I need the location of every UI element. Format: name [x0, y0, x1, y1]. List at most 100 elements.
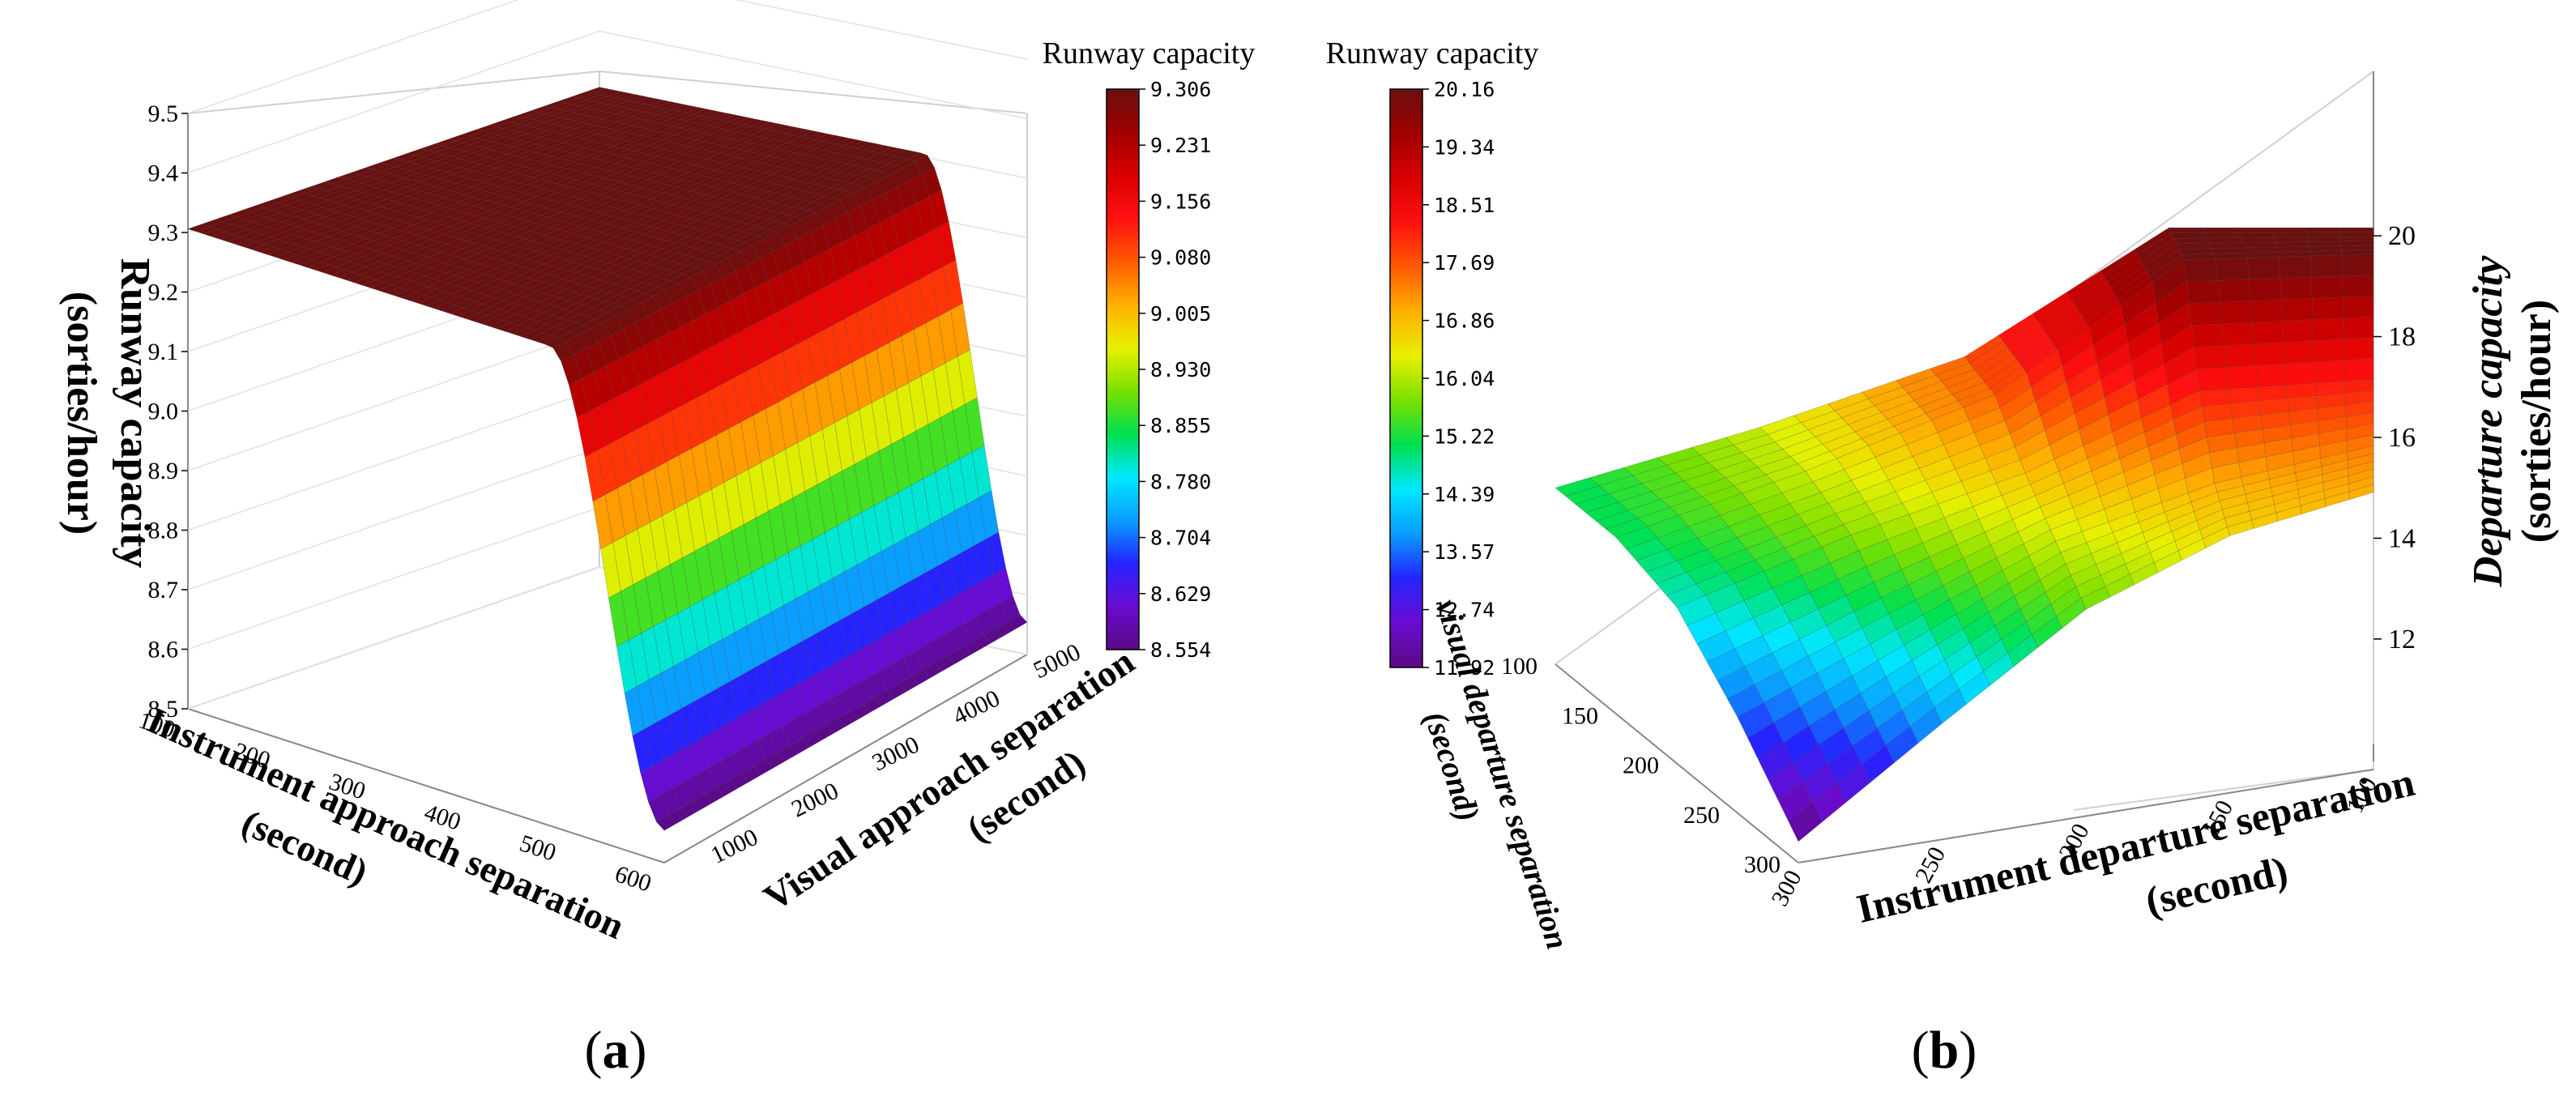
chart-a-y-tick-label: 1000: [706, 824, 761, 869]
chart-a-z-tick-label: 9.4: [148, 160, 179, 187]
chart-b-surface-cell: [2228, 386, 2260, 404]
chart-b-surface-cell: [2339, 236, 2374, 242]
chart-b-surface-cell: [2224, 343, 2256, 368]
chart-a-z-tick-label: 8.6: [148, 637, 179, 663]
chart-b-surface-cell: [2215, 258, 2250, 281]
chart-b-colorbar-gradient: [1389, 88, 1423, 668]
chart-b-surface-cell: [2199, 388, 2231, 407]
chart-a-colorbar-tick-label: 9.306: [1150, 78, 1211, 101]
chart-b-surface-cell: [2237, 227, 2273, 233]
chart-b-surface-cell: [2203, 227, 2240, 233]
chart-a-z-tick-label: 8.7: [148, 577, 179, 603]
chart-b-surface-cell: [2311, 296, 2344, 320]
chart-b-surface-cell: [2273, 237, 2309, 243]
chart-b-surface-cell: [1788, 801, 1823, 842]
chart-b-colorbar: Runway capacity 20.16 19.34 18.51 17.69 16.8…: [1326, 36, 1539, 680]
chart-b-z-tick-label: 20: [2388, 221, 2416, 251]
chart-b-surface-cell: [2191, 323, 2224, 347]
chart-a-y-tick-label: 3000: [868, 731, 923, 777]
chart-b-z-tick-label: 14: [2388, 523, 2416, 553]
chart-a: 9.59.49.39.29.19.08.98.88.78.68.5 100200…: [58, 0, 1255, 1080]
chart-a-colorbar-title: Runway capacity: [1043, 36, 1256, 70]
panel-b-label: (b): [1912, 1021, 1977, 1080]
chart-b-surface-cell: [2241, 241, 2277, 249]
chart-b-colorbar-tick-label: 12.74: [1434, 599, 1495, 622]
chart-b-surface-cell: [2343, 316, 2374, 339]
chart-b-surface-cell: [2225, 365, 2258, 390]
chart-b-z-title-line1: Departure capacity: [2465, 255, 2511, 588]
chart-b-y-tick-label: 200: [1623, 753, 1659, 779]
chart-b-surface-cell: [2280, 276, 2313, 301]
chart-a-z-ticks: 9.5 9.4 9.3 9.2 9.1 9.0 8.9 8.8 8.7 8.6 8.5: [148, 100, 188, 723]
chart-b-surface-cell: [2306, 237, 2341, 242]
chart-b-surface-cell: [2207, 237, 2243, 244]
chart-b-surface-cell: [2310, 275, 2344, 299]
chart-b-surface-cell: [2271, 232, 2308, 238]
chart-a-colorbar-ticks: 9.306 9.231 9.156 9.080 9.005 8.930 8.855 8.780…: [1139, 78, 1211, 662]
chart-b-surface-cell: [2171, 232, 2208, 239]
chart-b-surface-cell: [2173, 237, 2210, 245]
chart-b: 20 18 16 14 12 100 150 200 250 300 100 150 200 250 3…: [1326, 36, 2560, 1080]
chart-a-colorbar-tick-label: 8.554: [1150, 638, 1211, 662]
chart-a-colorbar-tick-label: 9.080: [1150, 246, 1211, 270]
chart-b-surface-cell: [2194, 345, 2227, 369]
chart-b-surface-cell: [2248, 278, 2282, 301]
chart-b-surface: [1555, 227, 2374, 842]
chart-a-colorbar-tick-label: 8.780: [1150, 470, 1211, 493]
chart-b-surface-cell: [2189, 301, 2223, 326]
chart-b-surface-cell: [2309, 254, 2343, 278]
chart-b-surface-cell: [2284, 361, 2316, 386]
chart-b-surface-cell: [2339, 227, 2374, 233]
chart-b-colorbar-tick-label: 14.39: [1434, 483, 1495, 506]
chart-a-colorbar-tick-label: 8.629: [1150, 582, 1211, 606]
chart-a-z-title-line2: (sorties/hour): [58, 292, 104, 535]
chart-a-colorbar-tick-label: 8.930: [1150, 358, 1211, 382]
chart-b-surface-cell: [2280, 298, 2314, 322]
chart-b-colorbar-tick-label: 16.04: [1434, 367, 1495, 390]
chart-b-surface-cell: [2314, 360, 2345, 384]
chart-b-colorbar-title: Runway capacity: [1326, 36, 1539, 70]
chart-a-surface: [187, 87, 1028, 831]
chart-a-colorbar-tick-label: 9.231: [1150, 134, 1211, 157]
chart-b-surface-cell: [2238, 232, 2275, 238]
chart-b-surface-cell: [2196, 367, 2229, 391]
chart-a-z-tick-label: 9.0: [148, 399, 179, 425]
chart-b-surface-cell: [2255, 363, 2287, 388]
chart-b-surface-cell: [2254, 342, 2286, 366]
chart-a-gridline: [187, 0, 1028, 114]
chart-b-surface-cell: [2284, 340, 2315, 365]
chart-b-surface-cell: [2176, 243, 2212, 249]
chart-b-z-title-line2: (sorties/hour): [2514, 300, 2560, 543]
chart-a-colorbar-tick-label: 8.855: [1150, 414, 1211, 437]
chart-a-x-title-line1: Instrument approach separation: [141, 699, 630, 947]
chart-b-surface-cell: [2339, 232, 2374, 237]
chart-a-z-tick-label: 9.1: [148, 339, 179, 365]
chart-b-colorbar-tick-label: 13.57: [1434, 540, 1495, 564]
chart-a-gridline: [187, 30, 1028, 174]
chart-a-z-tick-label: 8.5: [148, 696, 179, 723]
chart-b-surface-cell: [2246, 256, 2281, 280]
chart-b-colorbar-tick-label: 18.51: [1434, 194, 1495, 217]
chart-b-surface-cell: [2183, 258, 2219, 283]
chart-b-surface-cell: [2312, 318, 2344, 341]
chart-b-z-ticks: 20 18 16 14 12: [2373, 221, 2416, 654]
chart-b-surface-cell: [2275, 241, 2309, 248]
chart-a-z-tick-label: 9.5: [148, 100, 179, 127]
panel-a-label: (a): [585, 1021, 647, 1080]
chart-a-colorbar-tick-label: 9.156: [1150, 190, 1211, 213]
chart-b-surface-cell: [2342, 295, 2374, 318]
chart-b-z-tick-label: 16: [2388, 423, 2416, 453]
chart-b-surface-cell: [2343, 337, 2374, 360]
chart-b-surface-cell: [2342, 275, 2374, 298]
chart-b-surface-cell: [2271, 227, 2307, 233]
chart-b-surface-cell: [2208, 242, 2245, 249]
chart-a-x-tick-label: 600: [612, 860, 655, 897]
chart-b-surface-cell: [2169, 227, 2206, 234]
chart-b-surface-cell: [2240, 237, 2275, 244]
chart-a-z-tick-label: 9.2: [148, 279, 179, 306]
chart-b-surface-cell: [2250, 299, 2284, 323]
chart-a-y-tick-label: 2000: [787, 778, 842, 823]
chart-b-surface-cell: [2305, 232, 2341, 238]
chart-b-surface-cell: [2282, 319, 2314, 343]
